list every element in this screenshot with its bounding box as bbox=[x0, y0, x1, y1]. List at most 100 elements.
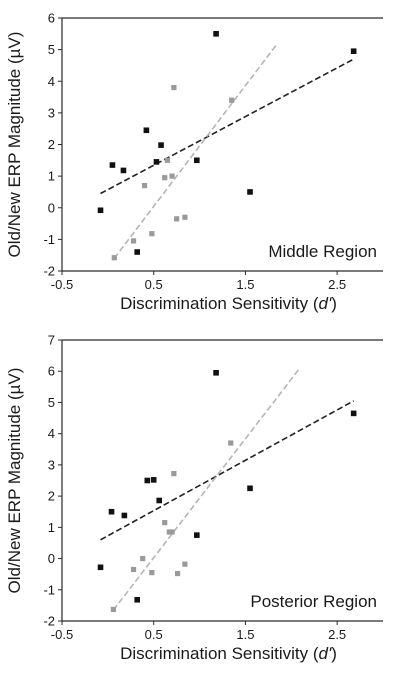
data-point-black bbox=[109, 162, 116, 168]
y-axis-title-paren-close: ) bbox=[5, 368, 24, 374]
data-point-black bbox=[134, 249, 141, 255]
y-tick-label: -2 bbox=[43, 614, 55, 629]
data-point-gray bbox=[171, 471, 177, 477]
x-axis-title-paren-open: ( bbox=[308, 644, 319, 663]
x-axis-title: Discrimination Sensitivity (d') bbox=[120, 294, 337, 313]
data-point-gray bbox=[149, 231, 155, 237]
y-tick-label: 1 bbox=[48, 169, 55, 184]
data-point-black bbox=[350, 410, 357, 417]
data-point-black bbox=[247, 189, 253, 195]
x-tick-label: -0.5 bbox=[51, 627, 73, 642]
y-tick-label: 6 bbox=[48, 364, 55, 379]
x-axis-title-main: Discrimination Sensitivity bbox=[120, 644, 308, 663]
y-axis-title-paren-open: ( bbox=[5, 58, 24, 69]
y-axis-title: Old/New ERP Magnitude (µV) bbox=[5, 32, 24, 258]
y-tick-label: 1 bbox=[48, 520, 55, 535]
data-point-black bbox=[121, 512, 128, 519]
y-tick-label: 7 bbox=[48, 333, 55, 348]
x-tick-label: 0.5 bbox=[145, 627, 163, 642]
y-axis-unit: µV bbox=[5, 37, 24, 59]
x-tick-label: 2.5 bbox=[328, 627, 346, 642]
data-point-black bbox=[213, 369, 219, 376]
y-tick-label: 0 bbox=[48, 200, 55, 215]
y-tick-label: 0 bbox=[48, 551, 55, 566]
region-label: Middle Region bbox=[268, 242, 377, 261]
data-point-black bbox=[153, 159, 160, 165]
data-point-black bbox=[120, 167, 127, 174]
panel-posterior-region: -2 -1 0 1 2 3 4 5 6 7 -0.5 0.5 1.5 2.5 Posterior Regio… bbox=[5, 333, 383, 663]
y-axis-title-main: Old/New ERP Magnitude bbox=[5, 405, 24, 594]
x-axis-title-main: Discrimination Sensitivity bbox=[120, 294, 308, 313]
data-point-black bbox=[158, 142, 164, 148]
data-point-gray bbox=[169, 173, 175, 179]
data-point-black bbox=[350, 48, 357, 55]
y-tick-label: 5 bbox=[48, 395, 55, 410]
y-axis-title-main: Old/New ERP Magnitude bbox=[5, 69, 24, 258]
data-point-gray bbox=[130, 238, 137, 244]
data-point-gray bbox=[149, 570, 155, 576]
y-axis-unit: µV bbox=[5, 373, 24, 395]
x-tick-label: 0.5 bbox=[145, 277, 163, 292]
x-axis-title-paren-close: ) bbox=[331, 644, 337, 663]
x-axis-title: Discrimination Sensitivity (d') bbox=[120, 644, 337, 663]
data-point-black bbox=[97, 564, 104, 571]
y-tick-label: 3 bbox=[48, 457, 55, 472]
trend-line bbox=[100, 400, 355, 541]
y-tick-label: -1 bbox=[43, 232, 55, 247]
y-tick-label: 5 bbox=[48, 42, 55, 57]
x-tick-label: -0.5 bbox=[51, 277, 73, 292]
y-tick-label: 3 bbox=[48, 105, 55, 120]
data-point-black bbox=[156, 497, 163, 504]
y-tick-label: -2 bbox=[43, 264, 55, 279]
y-tick-label: 4 bbox=[48, 74, 55, 89]
data-point-gray bbox=[182, 561, 188, 567]
data-point-black bbox=[194, 532, 200, 538]
data-point-black bbox=[143, 127, 150, 134]
data-point-black bbox=[194, 157, 200, 164]
region-label: Posterior Region bbox=[250, 592, 377, 611]
trend-line bbox=[100, 58, 355, 195]
data-point-black bbox=[247, 485, 253, 492]
data-point-gray bbox=[174, 216, 180, 222]
x-axis-symbol: d' bbox=[319, 644, 332, 663]
y-tick-label: 6 bbox=[48, 11, 55, 26]
x-tick-label: 2.5 bbox=[328, 277, 346, 292]
y-tick-label: 2 bbox=[48, 489, 55, 504]
data-point-gray bbox=[140, 555, 146, 562]
data-point-gray bbox=[141, 183, 148, 189]
data-point-black bbox=[150, 477, 157, 483]
data-point-gray bbox=[162, 520, 168, 526]
data-point-gray bbox=[130, 566, 137, 573]
data-point-gray bbox=[110, 606, 116, 613]
y-tick-label: -1 bbox=[43, 582, 55, 597]
y-axis-title: Old/New ERP Magnitude (µV) bbox=[5, 368, 24, 594]
data-point-gray bbox=[111, 255, 117, 261]
data-point-black bbox=[97, 207, 104, 214]
x-tick-label: 1.5 bbox=[236, 277, 254, 292]
x-axis-title-paren-close: ) bbox=[331, 294, 337, 313]
data-point-black bbox=[108, 508, 115, 515]
y-tick-label: 2 bbox=[48, 137, 55, 152]
data-point-gray bbox=[174, 570, 181, 577]
trend-line bbox=[112, 369, 300, 611]
data-point-gray bbox=[182, 214, 188, 220]
data-point-black bbox=[213, 31, 219, 37]
y-axis-title-paren-open: ( bbox=[5, 394, 24, 405]
data-point-gray bbox=[228, 440, 234, 446]
y-axis-title-paren-close: ) bbox=[5, 32, 24, 38]
panel-middle-region: -2 -1 0 1 2 3 4 5 6 -0.5 0.5 1.5 2.5 Middle Region Old… bbox=[5, 11, 383, 313]
data-point-gray bbox=[171, 84, 177, 91]
data-point-gray bbox=[164, 157, 171, 163]
trend-line bbox=[113, 42, 279, 259]
data-point-gray bbox=[169, 529, 175, 535]
y-tick-label: 4 bbox=[48, 426, 55, 441]
data-point-gray bbox=[166, 529, 172, 535]
x-axis-title-paren-open: ( bbox=[308, 294, 319, 313]
data-point-black bbox=[144, 477, 151, 484]
data-point-gray bbox=[162, 175, 168, 181]
data-point-black bbox=[134, 596, 141, 603]
x-axis-symbol: d' bbox=[319, 294, 332, 313]
data-point-gray bbox=[229, 97, 235, 103]
x-tick-label: 1.5 bbox=[236, 627, 254, 642]
